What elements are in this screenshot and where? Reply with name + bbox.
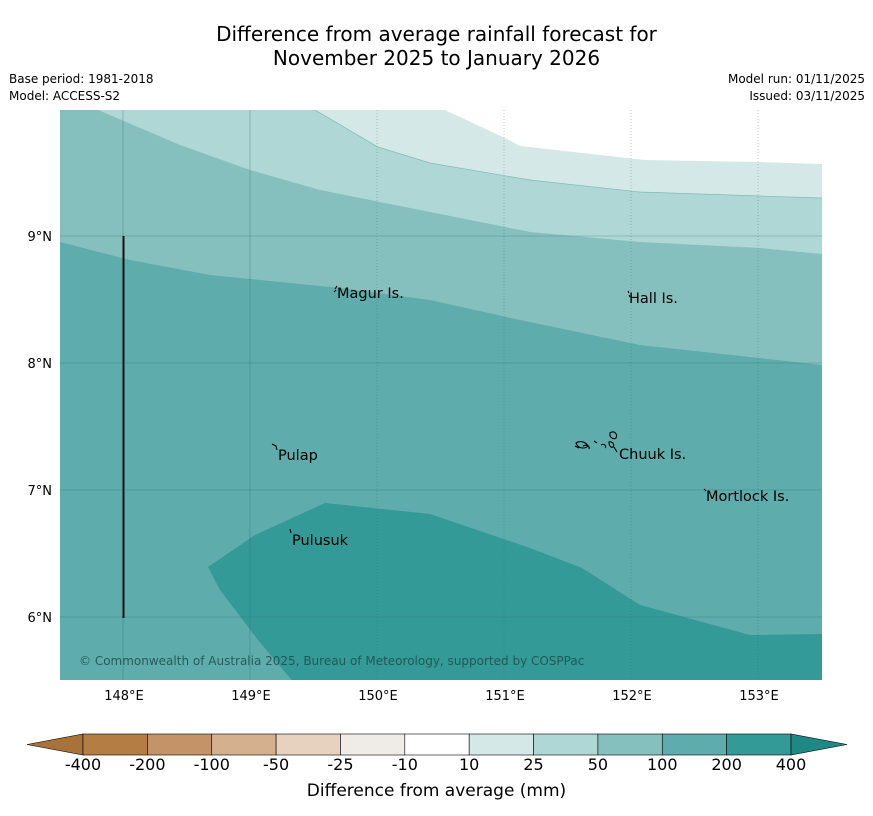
contour-line-10: [314, 110, 822, 199]
graticule: [60, 110, 822, 680]
x-tick-151: 151°E: [485, 689, 525, 704]
contour-layer: [60, 110, 822, 680]
label-pulap: Pulap: [278, 448, 318, 464]
y-tick-labels: 9°N 8°N 7°N 6°N: [28, 230, 53, 626]
model-run: Model run: 01/11/2025: [727, 72, 865, 86]
label-hall: Hall Is.: [629, 291, 678, 307]
colorbar-swatch: [404, 733, 470, 756]
colorbar-extend-low: [26, 733, 84, 756]
contour-band-200-400: [208, 503, 822, 680]
colorbar-tick-label: -400: [64, 755, 102, 774]
x-tick-149: 149°E: [231, 689, 271, 704]
colorbar-swatch: [533, 733, 599, 756]
contour-band-neutral: [445, 110, 822, 164]
colorbar-tick-label: 25: [523, 755, 544, 774]
hall-outline: [627, 290, 631, 298]
colorbar-swatch: [597, 733, 663, 756]
title-line-1: Difference from average rainfall forecas…: [216, 22, 657, 46]
model-name: Model: ACCESS-S2: [9, 89, 121, 103]
y-tick-6n: 6°N: [28, 611, 53, 626]
pulusuk-outline: [289, 528, 292, 534]
island-outlines: [271, 285, 707, 534]
x-tick-150: 150°E: [358, 689, 398, 704]
label-chuuk: Chuuk Is.: [619, 447, 686, 463]
colorbar-tick-label: 200: [711, 755, 742, 774]
map-title: Difference from average rainfall forecas…: [0, 22, 873, 70]
info-right: Model run: 01/11/2025 Issued: 03/11/2025: [728, 71, 865, 105]
colorbar-tick-label: -25: [327, 755, 354, 774]
colorbar-swatch: [661, 733, 727, 756]
colorbar-tick-label: -100: [193, 755, 230, 774]
colorbar-swatch: [147, 733, 213, 756]
colorbar-tick-label: 100: [646, 755, 678, 774]
x-tick-labels: 148°E 149°E 150°E 151°E 152°E 153°E: [104, 689, 779, 704]
colorbar-swatch: [211, 733, 277, 756]
colorbar-tick-label: -50: [263, 755, 290, 774]
pulap-outline: [271, 443, 278, 451]
colorbar-swatch: [468, 733, 534, 756]
issued-date: Issued: 03/11/2025: [749, 89, 865, 103]
chuuk-lagoon-outline: [574, 431, 618, 453]
colorbar-tick-label: 400: [775, 755, 807, 774]
colorbar-swatch: [726, 733, 792, 756]
label-mortlock: Mortlock Is.: [706, 489, 789, 505]
colorbar: [26, 733, 848, 756]
x-tick-148: 148°E: [104, 689, 144, 704]
colorbar-tick-label: -200: [129, 755, 166, 774]
mortlock-outline: [703, 488, 707, 492]
y-tick-7n: 7°N: [28, 484, 53, 499]
colorbar-extend-high: [790, 733, 848, 756]
colorbar-swatch: [340, 733, 406, 756]
x-tick-153: 153°E: [739, 689, 779, 704]
colorbar-title: Difference from average (mm): [306, 781, 567, 801]
colorbar-swatch: [275, 733, 341, 756]
title-line-2: November 2025 to January 2026: [272, 46, 601, 70]
magur-outline: [333, 285, 338, 293]
colorbar-tick-label: 50: [587, 755, 609, 774]
island-labels: Magur Is. Hall Is. Pulap Chuuk Is. Mortl…: [278, 286, 789, 549]
label-pulusuk: Pulusuk: [292, 533, 349, 549]
x-tick-152: 152°E: [612, 689, 652, 704]
info-left: Base period: 1981-2018 Model: ACCESS-S2: [9, 71, 154, 105]
colorbar-swatch: [82, 733, 148, 756]
base-period: Base period: 1981-2018: [9, 72, 154, 86]
colorbar-tick-label: -10: [391, 755, 418, 774]
colorbar-tick-label: 10: [458, 755, 480, 774]
label-magur: Magur Is.: [337, 286, 404, 302]
y-tick-8n: 8°N: [28, 357, 53, 372]
copyright-notice: © Commonwealth of Australia 2025, Bureau…: [79, 654, 584, 668]
y-tick-9n: 9°N: [28, 230, 53, 245]
